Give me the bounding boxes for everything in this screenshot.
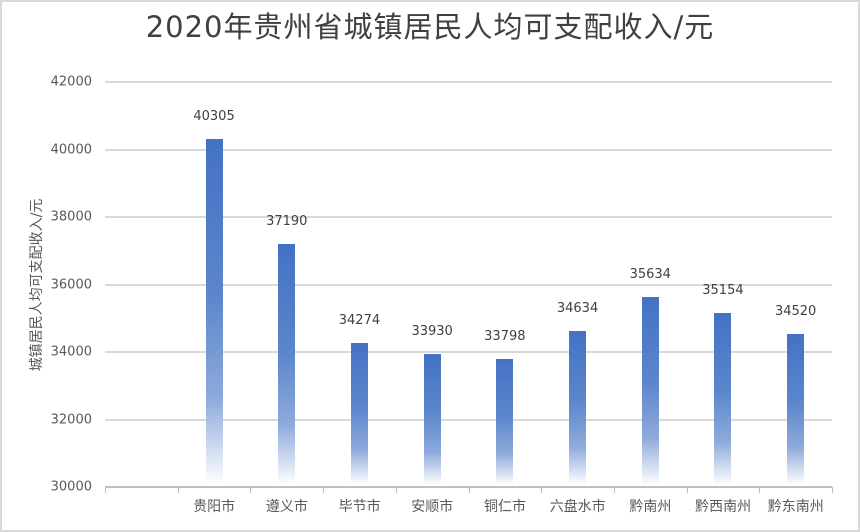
category-label: 六盘水市	[549, 499, 606, 515]
gridline	[105, 81, 832, 83]
gridline	[105, 216, 832, 218]
bar	[350, 342, 368, 485]
value-label: 34274	[338, 312, 381, 328]
x-tick-mark	[105, 487, 106, 493]
value-label: 35634	[629, 266, 671, 282]
value-label: 34634	[556, 300, 599, 316]
category-label: 毕节市	[338, 499, 381, 515]
gridline	[105, 418, 832, 421]
x-tick-mark	[468, 487, 470, 493]
x-tick-mark	[177, 487, 179, 493]
chart-title: 2020年贵州省城镇居民人均可支配收入/元	[145, 10, 715, 44]
y-tick-label: 40000	[50, 142, 92, 157]
category-label: 贵阳市	[193, 499, 236, 515]
y-tick-label: 36000	[50, 277, 92, 292]
y-tick-label: 34000	[50, 344, 92, 360]
bar	[569, 330, 587, 485]
category-label: 铜仁市	[484, 499, 526, 515]
gridline	[105, 148, 832, 151]
value-label: 37190	[266, 214, 308, 230]
category-label: 黔东南州	[767, 499, 824, 515]
bar	[278, 244, 296, 485]
category-label: 黔西南州	[695, 499, 752, 515]
bar	[496, 358, 514, 485]
category-label: 遵义市	[265, 499, 308, 515]
x-tick-mark	[323, 487, 325, 493]
gridline	[105, 283, 832, 286]
value-label: 34520	[774, 304, 817, 320]
value-label: 33798	[484, 328, 526, 344]
category-label: 安顺市	[411, 499, 454, 515]
x-tick-mark	[686, 487, 688, 493]
value-label: 33930	[411, 324, 453, 340]
x-tick-mark	[759, 487, 761, 493]
value-label: 40305	[193, 109, 235, 125]
y-tick-label: 42000	[50, 74, 92, 90]
x-tick-mark	[613, 487, 615, 493]
x-tick-mark	[541, 487, 543, 493]
x-tick-mark	[832, 487, 833, 493]
bar	[205, 139, 223, 485]
bar	[423, 354, 441, 485]
gridline	[105, 351, 832, 353]
category-label: 黔南州	[629, 499, 672, 515]
bar	[641, 296, 659, 485]
y-tick-label: 32000	[50, 412, 92, 427]
value-label: 35154	[702, 283, 744, 299]
bar	[714, 313, 732, 485]
y-tick-label: 38000	[50, 209, 92, 225]
bar	[787, 334, 805, 485]
y-tick-label: 30000	[50, 479, 92, 495]
x-tick-mark	[395, 487, 397, 493]
x-tick-mark	[250, 487, 252, 493]
